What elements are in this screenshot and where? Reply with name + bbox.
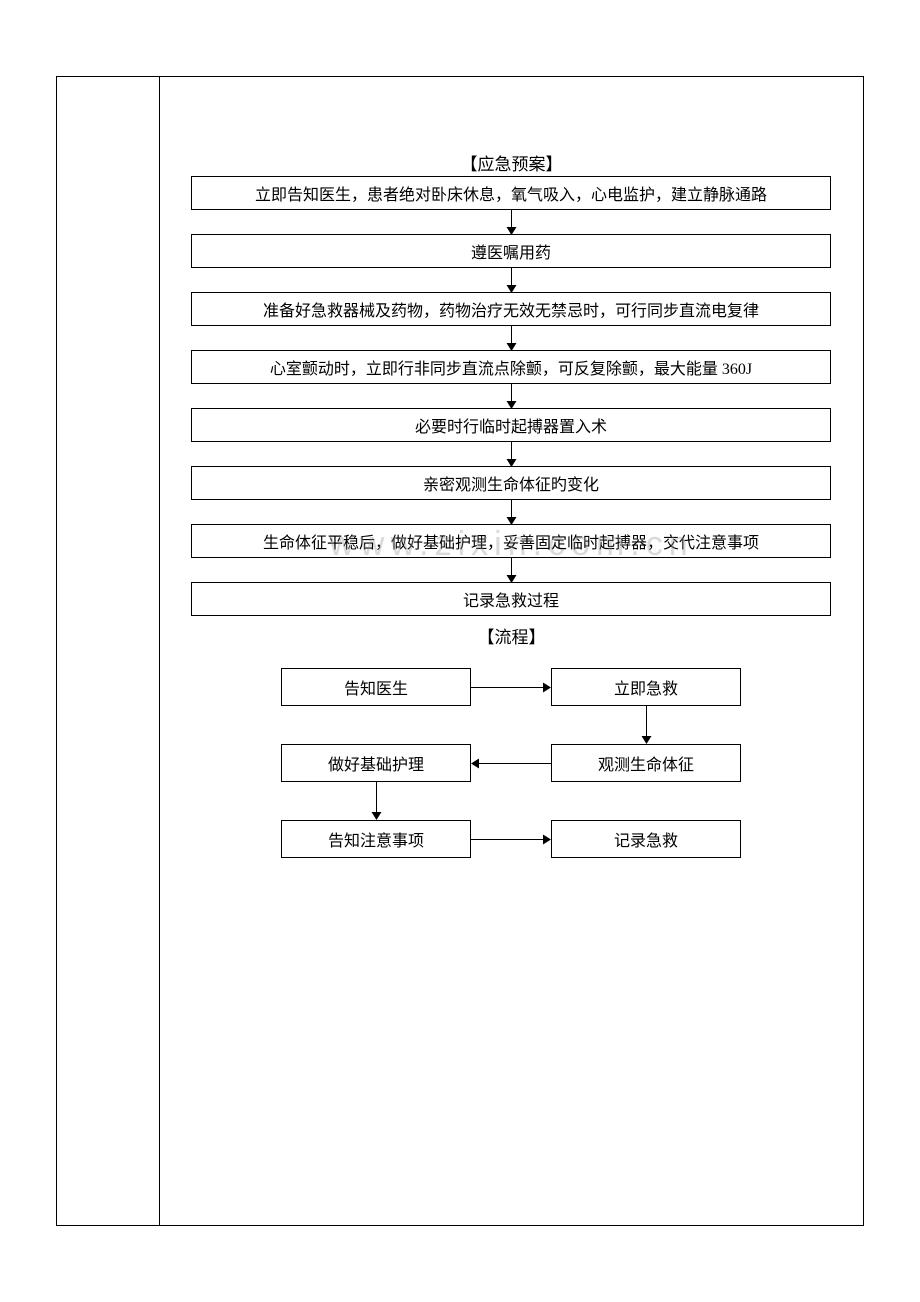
- step-6: 亲密观测生命体征旳变化: [191, 466, 831, 500]
- arrow-right-icon: [543, 683, 551, 693]
- section1-title: 【应急预案】: [159, 150, 864, 175]
- step-8: 记录急救过程: [191, 582, 831, 616]
- arrow-left-icon: [471, 759, 479, 769]
- arrow-down-icon: [511, 384, 512, 401]
- node-n5: 告知注意事项: [281, 820, 471, 858]
- step-3: 准备好急救器械及药物，药物治疗无效无禁忌时，可行同步直流电复律: [191, 292, 831, 326]
- arrow-down-icon: [511, 558, 512, 575]
- section2-title: 【流程】: [159, 623, 864, 648]
- arrow-right-icon: [471, 839, 543, 840]
- node-n2: 立即急救: [551, 668, 741, 706]
- content-area: 【应急预案】 立即告知医生，患者绝对卧床休息，氧气吸入，心电监护，建立静脉通路 …: [159, 76, 864, 1226]
- step-7: 生命体征平稳后，做好基础护理，妥善固定临时起搏器，交代注意事项: [191, 524, 831, 558]
- node-n4: 观测生命体征: [551, 744, 741, 782]
- arrow-left-icon: [479, 763, 551, 764]
- arrow-down-icon: [511, 442, 512, 459]
- arrow-down-icon: [372, 812, 382, 820]
- arrow-down-icon: [376, 782, 377, 812]
- step-5: 必要时行临时起搏器置入术: [191, 408, 831, 442]
- step-2: 遵医嘱用药: [191, 234, 831, 268]
- arrow-down-icon: [511, 210, 512, 227]
- node-n1: 告知医生: [281, 668, 471, 706]
- arrow-right-icon: [471, 687, 543, 688]
- arrow-right-icon: [543, 835, 551, 845]
- arrow-down-icon: [511, 326, 512, 343]
- arrow-down-icon: [511, 500, 512, 517]
- node-n3: 做好基础护理: [281, 744, 471, 782]
- node-n6: 记录急救: [551, 820, 741, 858]
- arrow-down-icon: [642, 736, 652, 744]
- step-4: 心室颤动时，立即行非同步直流点除颤，可反复除颤，最大能量 360J: [191, 350, 831, 384]
- arrow-down-icon: [511, 268, 512, 285]
- arrow-down-icon: [646, 706, 647, 736]
- step-1: 立即告知医生，患者绝对卧床休息，氧气吸入，心电监护，建立静脉通路: [191, 176, 831, 210]
